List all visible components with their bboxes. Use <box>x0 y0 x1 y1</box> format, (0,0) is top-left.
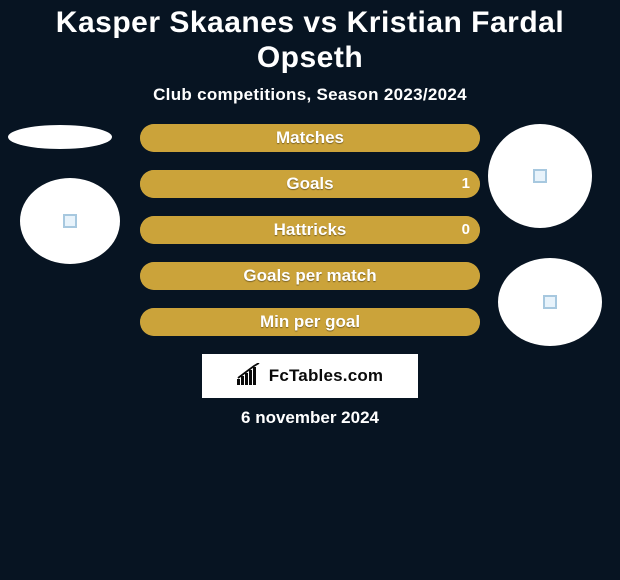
bar-label: Min per goal <box>140 308 480 336</box>
signal-bars-icon <box>237 363 263 390</box>
image-placeholder-icon <box>543 295 557 309</box>
image-placeholder-icon <box>533 169 547 183</box>
stat-bar: Matches <box>140 124 480 152</box>
disc-mid-left <box>20 178 120 264</box>
page-title: Kasper Skaanes vs Kristian Fardal Opseth <box>0 0 620 75</box>
bar-right-value: 0 <box>462 216 470 244</box>
bar-label: Goals per match <box>140 262 480 290</box>
disc-bottom-right <box>498 258 602 346</box>
bar-label: Matches <box>140 124 480 152</box>
stat-bar: Min per goal <box>140 308 480 336</box>
disc-top-right <box>488 124 592 228</box>
stat-bars: Matches Goals1 Hattricks0 Goals per match Mi… <box>140 124 480 354</box>
date-text: 6 november 2024 <box>0 408 620 428</box>
stat-bar: Goals1 <box>140 170 480 198</box>
stat-bar: Hattricks0 <box>140 216 480 244</box>
ellipse-top-left <box>8 125 112 149</box>
brand-text: FcTables.com <box>269 366 384 386</box>
stat-bar: Goals per match <box>140 262 480 290</box>
bar-right-value: 1 <box>462 170 470 198</box>
bar-label: Hattricks <box>140 216 480 244</box>
subtitle: Club competitions, Season 2023/2024 <box>0 85 620 105</box>
brand-box: FcTables.com <box>202 354 418 398</box>
bar-label: Goals <box>140 170 480 198</box>
image-placeholder-icon <box>63 214 77 228</box>
